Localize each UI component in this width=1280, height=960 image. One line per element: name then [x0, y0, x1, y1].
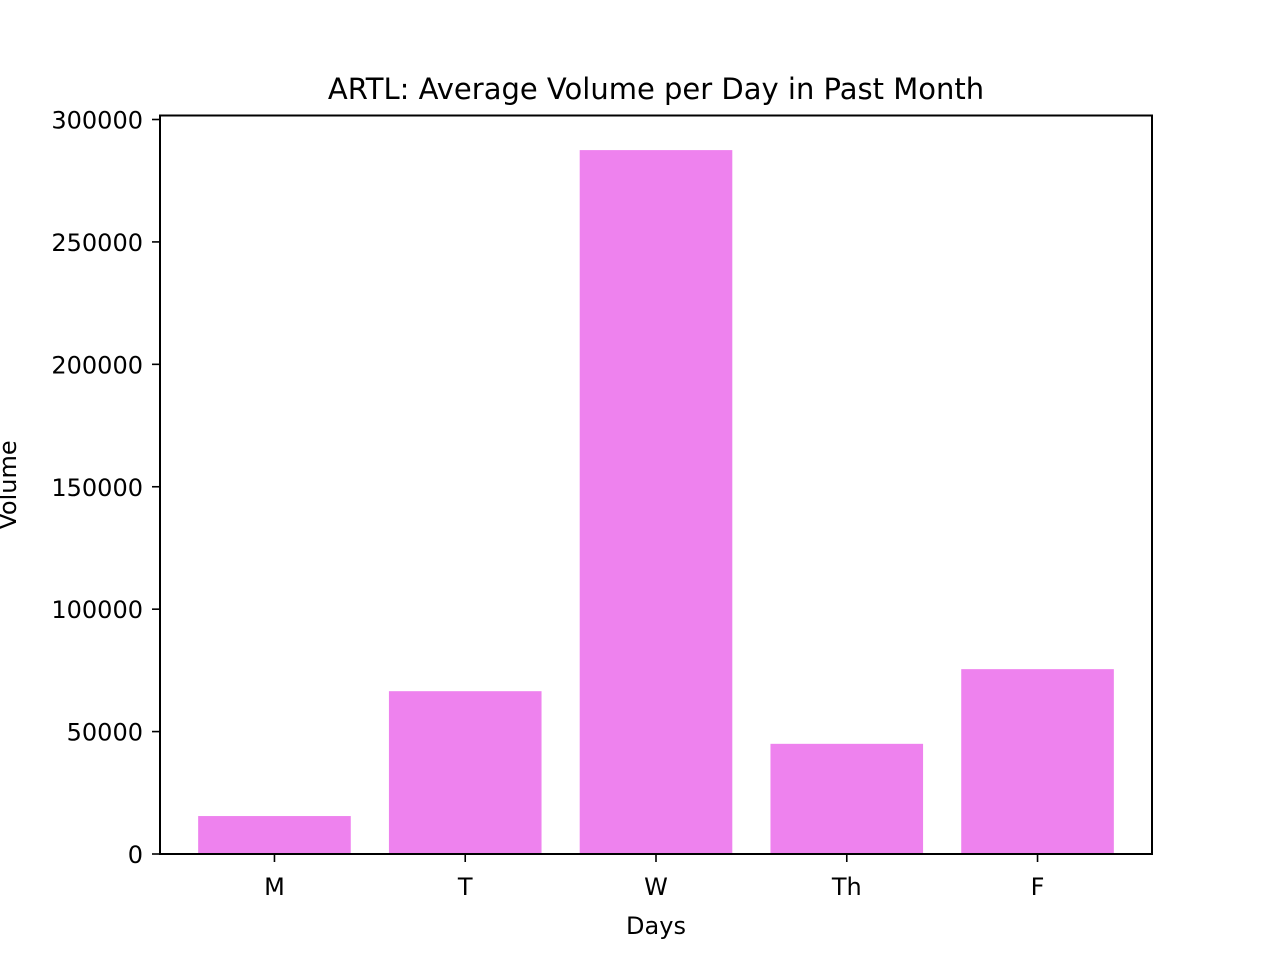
x-tick-label: Th: [831, 873, 862, 901]
y-tick-label: 0: [128, 841, 143, 869]
x-axis-label: Days: [626, 912, 686, 940]
plot-frame: [159, 114, 1153, 855]
x-tick-label: F: [1031, 873, 1045, 901]
bars-layer: [198, 150, 1114, 854]
y-tick-label: 300000: [51, 107, 143, 135]
y-tick-label: 150000: [51, 474, 143, 502]
y-tick-label: 50000: [67, 719, 143, 747]
bar-w: [579, 150, 733, 854]
bar-t: [388, 691, 542, 854]
bar-m: [198, 816, 351, 854]
y-axis-label: Volume: [0, 440, 22, 529]
x-tick-label: T: [457, 873, 473, 901]
y-tick-label: 200000: [51, 351, 143, 379]
bar-f: [961, 669, 1114, 854]
chart-title: ARTL: Average Volume per Day in Past Mon…: [328, 72, 984, 106]
x-tick-label: W: [644, 873, 668, 901]
y-tick-label: 250000: [51, 229, 143, 257]
x-axis: M T W Th F: [264, 854, 1044, 901]
y-tick-label: 100000: [51, 596, 143, 624]
x-tick-label: M: [264, 873, 285, 901]
bar-th: [770, 743, 924, 854]
y-axis: 0 50000 100000 150000 200000 250000 300000: [51, 107, 160, 869]
